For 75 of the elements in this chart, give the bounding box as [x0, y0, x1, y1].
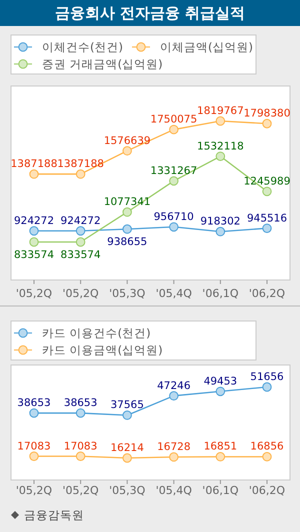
legend-label: 이체건수(천건) — [42, 40, 123, 54]
x-tick-label: '05,2Q — [16, 287, 52, 300]
data-label: 1750075 — [150, 114, 198, 126]
point — [216, 116, 226, 126]
point — [76, 408, 86, 418]
text: 금융감독원 — [24, 508, 84, 522]
data-label: 51656 — [250, 371, 284, 383]
point — [216, 452, 226, 462]
data-label: 924272 — [14, 214, 54, 227]
point — [169, 222, 178, 232]
point — [76, 452, 86, 461]
data-label: 1387188 — [10, 158, 58, 170]
data-label: 1532118 — [197, 140, 244, 152]
data-label: 956710 — [154, 210, 194, 223]
x-tick-label: '05,4Q — [156, 484, 192, 497]
point — [262, 382, 272, 392]
x-tick-label: '06,2Q — [248, 484, 286, 497]
x-tick-label: '05,2Q — [16, 484, 52, 497]
point — [216, 152, 226, 161]
point — [262, 224, 272, 233]
data-label: 16214 — [110, 442, 144, 454]
legend-label: 증권 거래금액(십억원) — [42, 57, 163, 71]
legend-label: 카드 이용건수(천건) — [42, 326, 151, 340]
point — [29, 169, 39, 179]
data-label: 833574 — [60, 249, 101, 261]
data-label: 833574 — [14, 249, 54, 261]
point — [169, 391, 178, 401]
point — [262, 118, 272, 128]
data-label: 945516 — [246, 212, 288, 224]
point — [122, 207, 132, 217]
x-tick-label: '06,1Q — [202, 484, 239, 497]
data-label: 918302 — [200, 216, 240, 228]
point — [122, 146, 132, 156]
x-tick-label: '05,4Q — [156, 287, 192, 300]
data-label: 38653 — [64, 397, 98, 410]
data-label: 1819767 — [197, 105, 244, 117]
point — [122, 224, 132, 234]
data-label: 17083 — [64, 440, 98, 452]
point — [76, 237, 86, 247]
data-label: 16728 — [157, 440, 191, 453]
data-label: 924272 — [60, 214, 101, 227]
x-tick-label: '05,2Q — [62, 287, 100, 300]
point — [76, 226, 86, 236]
point — [29, 237, 39, 247]
data-label: 47246 — [157, 380, 191, 392]
point — [122, 453, 132, 463]
point — [76, 169, 86, 179]
x-tick-label: '05,3Q — [109, 484, 146, 497]
point — [122, 410, 132, 420]
x-tick-label: '06,1Q — [202, 287, 239, 300]
point — [216, 226, 226, 236]
point — [29, 408, 39, 418]
point — [169, 124, 178, 134]
legend-label: 카드 이용금액(십억원) — [42, 343, 163, 357]
point — [169, 452, 178, 462]
point — [169, 176, 178, 186]
data-label: 17083 — [17, 440, 51, 452]
point — [216, 386, 226, 396]
chart-title: 금융회사 전자금융 취급실적 — [54, 4, 246, 22]
point — [262, 452, 272, 462]
data-label: 16856 — [250, 440, 284, 453]
point — [29, 452, 39, 461]
data-label: 49453 — [204, 375, 238, 388]
data-label: 38653 — [17, 397, 51, 410]
data-label: 16851 — [204, 440, 238, 453]
x-tick-label: '06,2Q — [248, 287, 286, 300]
data-label: 37565 — [110, 399, 144, 412]
data-label: 938655 — [107, 236, 148, 248]
x-tick-label: '05,2Q — [62, 484, 100, 497]
data-label: 1576639 — [104, 134, 151, 147]
x-tick-label: '05,3Q — [109, 287, 146, 300]
data-label: 1798380 — [244, 108, 290, 120]
legend-label: 이체금액(십억원) — [160, 40, 253, 54]
point — [29, 226, 39, 236]
point — [262, 186, 272, 196]
